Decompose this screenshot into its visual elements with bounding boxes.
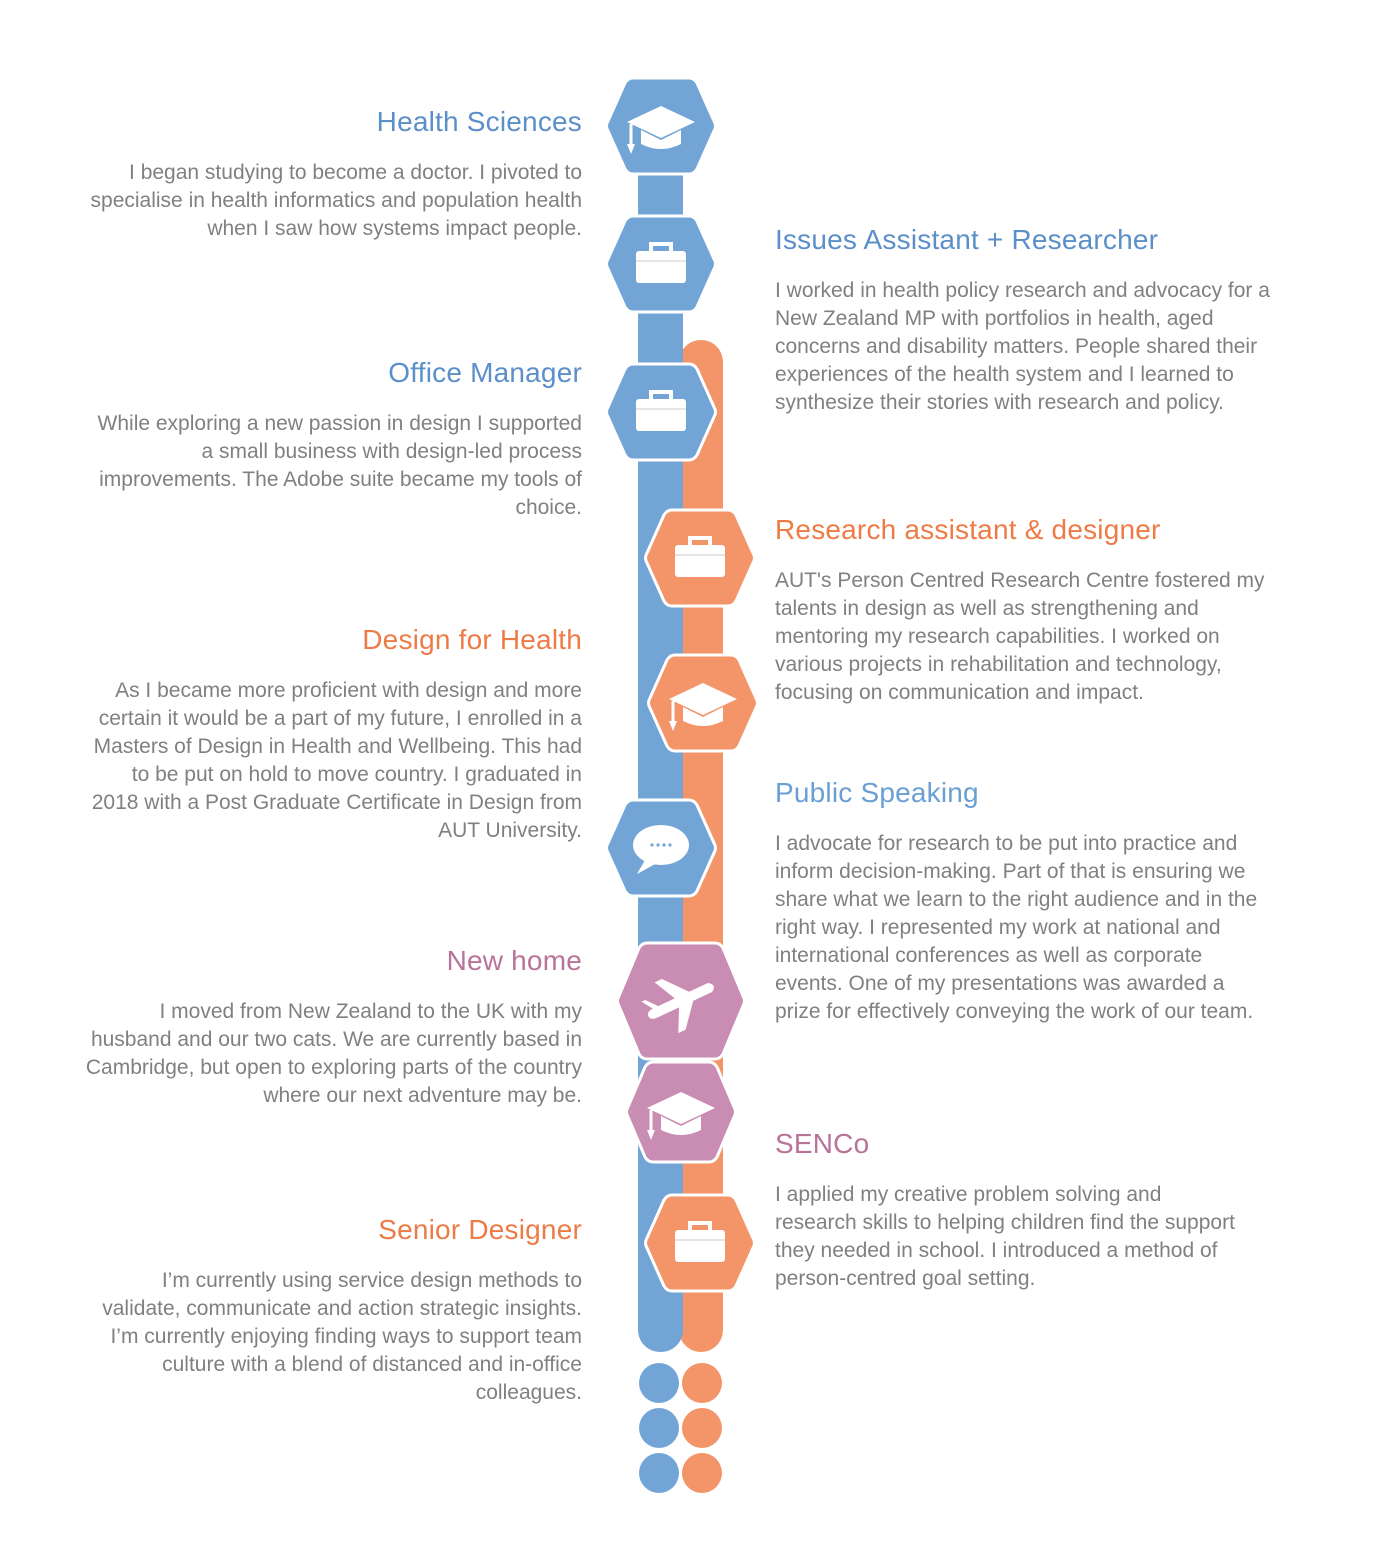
timeline-node-senco: [625, 1060, 737, 1164]
entry-text: I’m currently using service design metho…: [102, 1269, 582, 1404]
entry-design-for-health: Design for Health As I became more profi…: [82, 623, 582, 845]
entry-title: Design for Health: [362, 624, 582, 655]
trail-dot-orange: [682, 1453, 722, 1493]
entry-senco: SENCo I applied my creative problem solv…: [775, 1127, 1245, 1293]
entry-text: AUT's Person Centred Research Centre fos…: [775, 569, 1265, 704]
entry-text: I applied my creative problem solving an…: [775, 1183, 1235, 1290]
timeline-node-issues-assistant: [605, 214, 717, 314]
trail-dot-blue: [639, 1408, 679, 1448]
entry-title: Senior Designer: [378, 1214, 582, 1245]
timeline-node-office-manager: [605, 362, 717, 462]
entry-title: Health Sciences: [376, 106, 582, 137]
timeline-node-senior-designer: [644, 1193, 756, 1293]
entry-title: Issues Assistant + Researcher: [775, 224, 1159, 255]
entry-text: I moved from New Zealand to the UK with …: [85, 1000, 582, 1107]
entry-issues-assistant: Issues Assistant + Researcher I worked i…: [775, 223, 1275, 417]
entry-title: Office Manager: [388, 357, 582, 388]
trail-dot-orange: [682, 1363, 722, 1403]
timeline-node-public-speaking: [605, 798, 717, 898]
trail-dot-blue: [639, 1363, 679, 1403]
timeline-node-new-home: [616, 941, 746, 1061]
timeline-node-health-sciences: [605, 76, 717, 176]
entry-health-sciences: Health Sciences I began studying to beco…: [82, 105, 582, 243]
entry-office-manager: Office Manager While exploring a new pas…: [82, 356, 582, 522]
entry-title: SENCo: [775, 1128, 870, 1159]
trail-dot-blue: [639, 1453, 679, 1493]
entry-public-speaking: Public Speaking I advocate for research …: [775, 776, 1275, 1026]
timeline-node-research-assistant: [644, 508, 756, 608]
entry-title: Research assistant & designer: [775, 514, 1161, 545]
timeline-node-design-for-health: [647, 653, 759, 753]
entry-title: Public Speaking: [775, 777, 979, 808]
entry-text: I advocate for research to be put into p…: [775, 832, 1258, 1023]
entry-text: While exploring a new passion in design …: [97, 412, 582, 519]
entry-title: New home: [446, 945, 582, 976]
entry-text: As I became more proficient with design …: [91, 679, 582, 842]
entry-senior-designer: Senior Designer I’m currently using serv…: [102, 1213, 582, 1407]
trail-dot-orange: [682, 1408, 722, 1448]
entry-text: I worked in health policy research and a…: [775, 279, 1270, 414]
entry-research-assistant: Research assistant & designer AUT's Pers…: [775, 513, 1275, 707]
entry-new-home: New home I moved from New Zealand to the…: [82, 944, 582, 1110]
entry-text: I began studying to become a doctor. I p…: [90, 161, 582, 240]
